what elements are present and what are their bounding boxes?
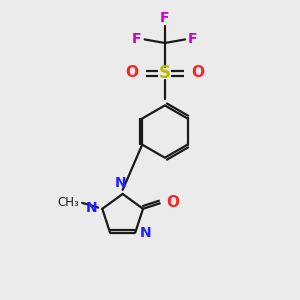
Text: F: F xyxy=(160,11,170,25)
Text: S: S xyxy=(159,64,171,82)
Text: N: N xyxy=(140,226,152,240)
Text: O: O xyxy=(166,195,179,210)
Text: O: O xyxy=(126,65,139,80)
Text: F: F xyxy=(188,32,197,46)
Text: F: F xyxy=(132,32,142,46)
Text: O: O xyxy=(191,65,204,80)
Text: CH₃: CH₃ xyxy=(57,196,79,209)
Text: N: N xyxy=(86,201,98,215)
Text: N: N xyxy=(115,176,126,190)
